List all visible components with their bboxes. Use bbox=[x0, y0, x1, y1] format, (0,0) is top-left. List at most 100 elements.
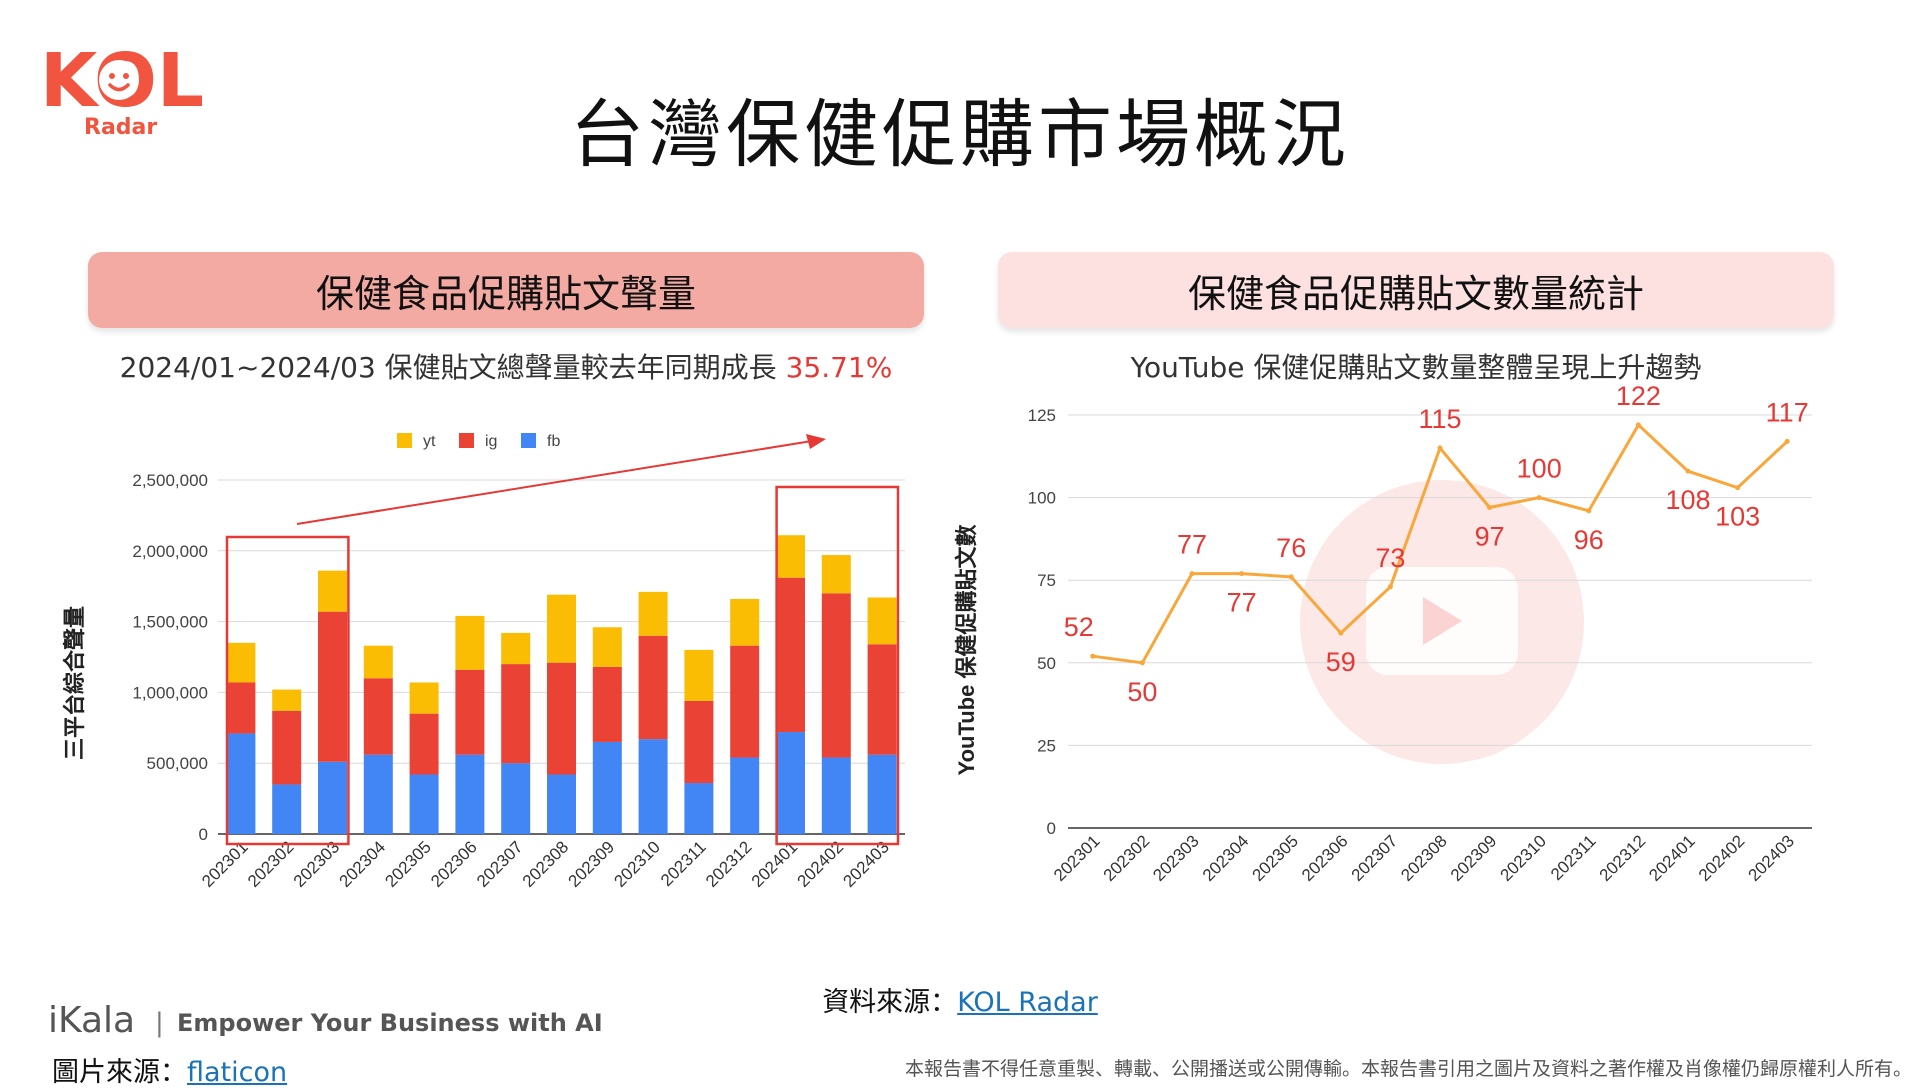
bar-yt-202312 bbox=[730, 598, 760, 646]
x-tick-label: 202312 bbox=[702, 837, 756, 891]
x-tick-label: 202302 bbox=[244, 837, 298, 891]
data-point bbox=[1139, 660, 1145, 666]
y-tick-label: 0 bbox=[1047, 819, 1056, 838]
smile-face-icon bbox=[99, 60, 139, 100]
legend-label-ig: ig bbox=[485, 433, 497, 450]
y-tick-label: 2,500,000 bbox=[132, 471, 208, 490]
data-point bbox=[1437, 445, 1443, 451]
bar-yt-202403 bbox=[867, 597, 897, 645]
x-tick-label: 202305 bbox=[381, 837, 435, 891]
highlight-box bbox=[225, 535, 350, 846]
x-tick-label: 202402 bbox=[794, 837, 848, 891]
bar-yt-202310 bbox=[638, 591, 668, 636]
data-label: 108 bbox=[1665, 485, 1710, 515]
y-tick-label: 75 bbox=[1037, 571, 1056, 590]
bar-ig-202403 bbox=[867, 644, 897, 755]
data-label: 52 bbox=[1064, 612, 1094, 642]
right-panel-subtitle: YouTube 保健促購貼文數量整體呈現上升趨勢 bbox=[1130, 351, 1702, 384]
bar-yt-202303 bbox=[318, 570, 347, 612]
legend-swatch-yt bbox=[397, 433, 412, 448]
x-tick-label: 202310 bbox=[1496, 831, 1550, 885]
x-tick-label: 202401 bbox=[1645, 831, 1699, 885]
bar-ig-202401 bbox=[776, 577, 805, 733]
page-title: 台灣保健促購市場概況 bbox=[570, 92, 1350, 178]
data-label: 77 bbox=[1177, 530, 1207, 560]
x-tick-label: 202312 bbox=[1596, 831, 1650, 885]
data-point bbox=[1784, 438, 1790, 444]
source-link[interactable]: KOL Radar bbox=[957, 987, 1098, 1018]
x-tick-label: 202307 bbox=[473, 837, 527, 891]
data-point bbox=[1288, 574, 1294, 580]
x-tick-label: 202306 bbox=[427, 837, 481, 891]
bar-fb-202303 bbox=[318, 761, 347, 834]
data-point bbox=[1189, 571, 1195, 577]
y-tick-label: 125 bbox=[1028, 406, 1056, 425]
bar-yt-202311 bbox=[684, 649, 714, 701]
data-label: 100 bbox=[1517, 454, 1562, 484]
x-tick-label: 202403 bbox=[839, 837, 893, 891]
bar-yt-202308 bbox=[547, 594, 576, 663]
subtitle-text: 2024/01~2024/03 保健貼文總聲量較去年同期成長 bbox=[119, 351, 786, 384]
bar-fb-202311 bbox=[684, 783, 714, 834]
image-source-label: 圖片來源： bbox=[52, 1057, 187, 1088]
bar-ig-202301 bbox=[226, 682, 256, 734]
bar-ig-202306 bbox=[455, 669, 485, 755]
image-source-link[interactable]: flaticon bbox=[187, 1057, 288, 1088]
x-tick-label: 202311 bbox=[1547, 831, 1600, 884]
data-label: 73 bbox=[1375, 543, 1405, 573]
bar-ig-202311 bbox=[684, 700, 714, 784]
left-panel-banner: 保健食品促購貼文聲量 bbox=[88, 252, 924, 328]
data-label: 97 bbox=[1475, 522, 1505, 552]
left-panel-subtitle: 2024/01~2024/03 保健貼文總聲量較去年同期成長 35.71% bbox=[88, 346, 924, 386]
bar-ig-202308 bbox=[547, 662, 576, 775]
y-axis-label: 三平台綜合聲量 bbox=[62, 606, 87, 760]
x-tick-label: 202303 bbox=[290, 837, 344, 891]
x-tick-label: 202306 bbox=[1298, 831, 1352, 885]
y-axis-label: YouTube 保健促購貼文數 bbox=[954, 525, 979, 776]
legend-label-fb: fb bbox=[547, 433, 560, 450]
data-label: 76 bbox=[1276, 533, 1306, 563]
legend-swatch-ig bbox=[459, 433, 474, 448]
bar-fb-202305 bbox=[409, 774, 439, 834]
x-tick-label: 202401 bbox=[748, 837, 802, 891]
bar-yt-202304 bbox=[363, 645, 393, 679]
x-tick-label: 202305 bbox=[1248, 831, 1302, 885]
bar-fb-202310 bbox=[638, 739, 668, 834]
bar-yt-202302 bbox=[272, 689, 302, 711]
data-label: 96 bbox=[1574, 525, 1604, 555]
data-point bbox=[1487, 505, 1493, 511]
data-label: 50 bbox=[1127, 677, 1157, 707]
x-tick-label: 202308 bbox=[519, 837, 573, 891]
data-label: 122 bbox=[1616, 381, 1661, 411]
bar-ig-202304 bbox=[363, 678, 393, 755]
bar-yt-202309 bbox=[592, 627, 622, 667]
highlight-box bbox=[775, 485, 900, 846]
trend-arrow bbox=[296, 440, 813, 525]
bar-fb-202309 bbox=[592, 741, 622, 834]
data-label: 77 bbox=[1227, 588, 1257, 618]
y-tick-label: 1,000,000 bbox=[132, 683, 208, 702]
x-tick-label: 202304 bbox=[1199, 831, 1253, 885]
data-label: 117 bbox=[1766, 397, 1809, 427]
x-tick-label: 202307 bbox=[1348, 831, 1402, 885]
bar-fb-202403 bbox=[867, 754, 897, 834]
y-tick-label: 25 bbox=[1037, 736, 1056, 755]
data-point bbox=[1635, 422, 1641, 428]
disclaimer: 本報告書不得任意重製、轉載、公開播送或公開傳輸。本報告書引用之圖片及資料之著作權… bbox=[904, 1058, 1912, 1080]
bar-fb-202312 bbox=[730, 757, 760, 834]
ikala-tagline: Empower Your Business with AI bbox=[177, 1009, 603, 1037]
data-point bbox=[1090, 653, 1096, 659]
bar-fb-202301 bbox=[226, 733, 256, 834]
bar-ig-202302 bbox=[272, 710, 302, 785]
data-label: 115 bbox=[1418, 404, 1461, 434]
bar-yt-202402 bbox=[821, 555, 851, 594]
bar-fb-202401 bbox=[776, 732, 805, 834]
x-tick-label: 202301 bbox=[1050, 831, 1104, 885]
data-point bbox=[1239, 571, 1245, 577]
x-tick-label: 202311 bbox=[657, 837, 710, 890]
play-icon bbox=[1423, 597, 1462, 645]
image-source: 圖片來源：flaticon bbox=[52, 1050, 287, 1089]
y-tick-label: 50 bbox=[1037, 654, 1056, 673]
data-point bbox=[1735, 485, 1741, 491]
bar-ig-202310 bbox=[638, 635, 668, 740]
